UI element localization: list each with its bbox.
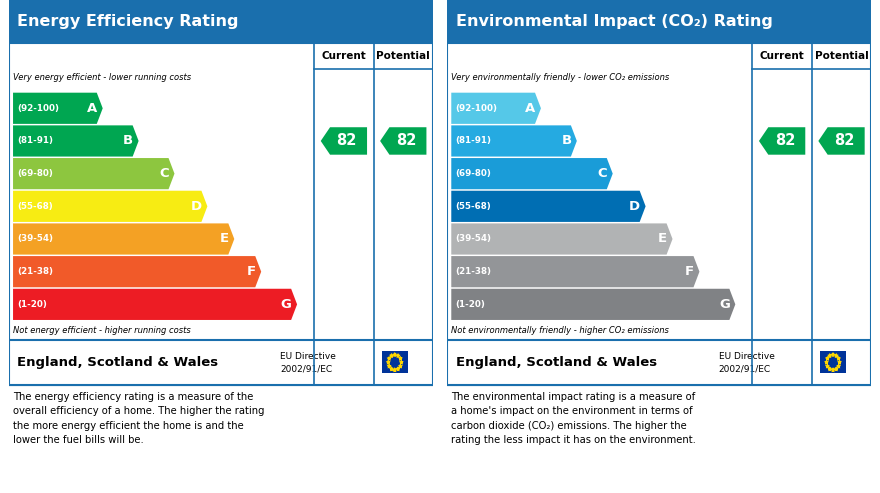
Text: (92-100): (92-100) <box>456 104 497 113</box>
Polygon shape <box>396 366 400 371</box>
Polygon shape <box>13 256 261 287</box>
Text: (69-80): (69-80) <box>456 169 491 178</box>
Polygon shape <box>825 363 830 369</box>
Text: Current: Current <box>321 51 366 61</box>
Polygon shape <box>389 366 394 371</box>
Polygon shape <box>396 353 400 358</box>
Polygon shape <box>451 158 612 189</box>
Bar <box>9 340 433 385</box>
Text: A: A <box>525 102 536 115</box>
Bar <box>447 0 871 43</box>
Text: G: G <box>281 298 292 311</box>
Polygon shape <box>834 366 839 371</box>
Text: Energy Efficiency Rating: Energy Efficiency Rating <box>18 14 238 29</box>
Text: Not energy efficient - higher running costs: Not energy efficient - higher running co… <box>13 326 191 335</box>
Text: (1-20): (1-20) <box>456 300 486 309</box>
Text: (81-91): (81-91) <box>456 137 492 145</box>
Text: F: F <box>685 265 694 278</box>
Polygon shape <box>386 363 392 369</box>
Text: E: E <box>658 233 667 246</box>
Text: (39-54): (39-54) <box>456 235 492 244</box>
Text: D: D <box>629 200 641 213</box>
Polygon shape <box>399 359 404 365</box>
Text: England, Scotland & Wales: England, Scotland & Wales <box>456 356 656 369</box>
FancyBboxPatch shape <box>382 352 407 373</box>
Polygon shape <box>834 353 839 358</box>
Text: D: D <box>191 200 202 213</box>
Text: (1-20): (1-20) <box>18 300 48 309</box>
Text: 82: 82 <box>396 134 416 148</box>
Text: C: C <box>159 167 169 180</box>
Text: EU Directive
2002/91/EC: EU Directive 2002/91/EC <box>280 352 336 373</box>
Polygon shape <box>451 93 541 124</box>
Text: Very energy efficient - lower running costs: Very energy efficient - lower running co… <box>13 73 191 82</box>
Text: (21-38): (21-38) <box>456 267 492 276</box>
Text: The environmental impact rating is a measure of
a home's impact on the environme: The environmental impact rating is a mea… <box>451 392 696 445</box>
Polygon shape <box>320 127 367 155</box>
Polygon shape <box>13 93 103 124</box>
Polygon shape <box>451 191 646 222</box>
Polygon shape <box>385 359 391 365</box>
Polygon shape <box>13 158 174 189</box>
Polygon shape <box>380 127 427 155</box>
Text: C: C <box>598 167 607 180</box>
Polygon shape <box>825 355 830 361</box>
Bar <box>447 43 871 385</box>
Text: G: G <box>719 298 730 311</box>
Text: Current: Current <box>759 51 804 61</box>
Polygon shape <box>451 289 736 320</box>
Text: A: A <box>87 102 98 115</box>
Text: EU Directive
2002/91/EC: EU Directive 2002/91/EC <box>718 352 774 373</box>
Polygon shape <box>451 256 700 287</box>
Polygon shape <box>831 352 835 357</box>
Polygon shape <box>13 191 208 222</box>
Text: (55-68): (55-68) <box>18 202 53 211</box>
Text: (21-38): (21-38) <box>18 267 54 276</box>
Text: 82: 82 <box>336 134 357 148</box>
Polygon shape <box>836 355 841 361</box>
Polygon shape <box>13 289 297 320</box>
Polygon shape <box>386 355 392 361</box>
Polygon shape <box>837 359 842 365</box>
Text: Potential: Potential <box>815 51 869 61</box>
Polygon shape <box>389 353 394 358</box>
Polygon shape <box>818 127 865 155</box>
Bar <box>9 43 433 385</box>
Polygon shape <box>392 367 397 372</box>
Polygon shape <box>392 352 397 357</box>
Text: (39-54): (39-54) <box>18 235 54 244</box>
Polygon shape <box>398 363 403 369</box>
Text: F: F <box>246 265 256 278</box>
Text: 82: 82 <box>834 134 854 148</box>
Polygon shape <box>827 366 832 371</box>
Polygon shape <box>398 355 403 361</box>
Polygon shape <box>451 125 576 157</box>
Polygon shape <box>13 125 138 157</box>
Text: (81-91): (81-91) <box>18 137 54 145</box>
Text: (55-68): (55-68) <box>456 202 491 211</box>
Bar <box>447 340 871 385</box>
Text: England, Scotland & Wales: England, Scotland & Wales <box>18 356 218 369</box>
Text: B: B <box>561 135 571 147</box>
Text: (69-80): (69-80) <box>18 169 53 178</box>
Polygon shape <box>827 353 832 358</box>
Polygon shape <box>759 127 805 155</box>
Text: Not environmentally friendly - higher CO₂ emissions: Not environmentally friendly - higher CO… <box>451 326 669 335</box>
Text: (92-100): (92-100) <box>18 104 59 113</box>
FancyBboxPatch shape <box>820 352 846 373</box>
Text: B: B <box>123 135 133 147</box>
Polygon shape <box>451 223 672 254</box>
Polygon shape <box>824 359 829 365</box>
Text: Potential: Potential <box>377 51 430 61</box>
Text: The energy efficiency rating is a measure of the
overall efficiency of a home. T: The energy efficiency rating is a measur… <box>13 392 265 445</box>
Polygon shape <box>836 363 841 369</box>
Polygon shape <box>13 223 234 254</box>
Text: Environmental Impact (CO₂) Rating: Environmental Impact (CO₂) Rating <box>456 14 773 29</box>
Text: E: E <box>220 233 229 246</box>
Polygon shape <box>831 367 835 372</box>
Bar <box>9 0 433 43</box>
Text: Very environmentally friendly - lower CO₂ emissions: Very environmentally friendly - lower CO… <box>451 73 670 82</box>
Text: 82: 82 <box>774 134 796 148</box>
